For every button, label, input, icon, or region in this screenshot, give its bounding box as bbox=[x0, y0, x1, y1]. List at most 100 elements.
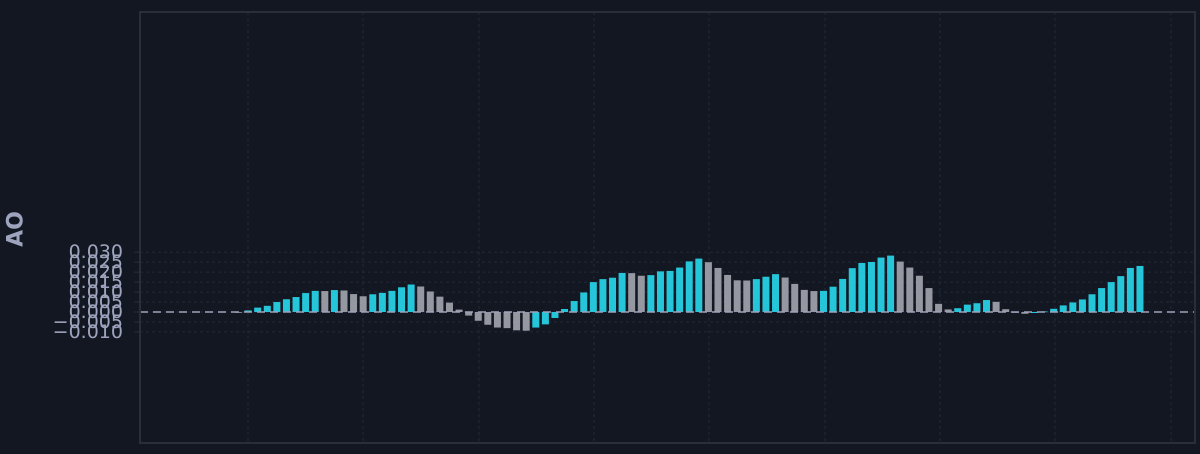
y-tick-label: 0.010 bbox=[69, 281, 123, 303]
histogram-bar bbox=[896, 261, 904, 312]
histogram-bar bbox=[599, 279, 607, 312]
y-tick-label: 0.005 bbox=[69, 291, 123, 313]
histogram-bar bbox=[724, 274, 732, 312]
y-axis-label: AO bbox=[4, 211, 29, 247]
histogram-bar bbox=[513, 312, 521, 331]
histogram-bar bbox=[676, 267, 684, 312]
histogram-bar bbox=[915, 275, 923, 312]
histogram-bar bbox=[963, 304, 971, 312]
plot-frame bbox=[139, 11, 1196, 444]
histogram-bar bbox=[666, 270, 674, 312]
histogram-bar bbox=[906, 267, 914, 312]
histogram-bar bbox=[359, 296, 367, 312]
histogram-bar bbox=[935, 303, 943, 312]
y-tick-label: −0.010 bbox=[53, 321, 123, 343]
histogram-bar bbox=[484, 312, 492, 325]
histogram-bar bbox=[254, 307, 262, 312]
histogram-bar bbox=[829, 286, 837, 312]
histogram-bar bbox=[887, 255, 895, 312]
histogram-bar bbox=[1088, 294, 1096, 312]
histogram-bar bbox=[685, 261, 693, 312]
histogram-bar bbox=[273, 302, 281, 312]
histogram-bar bbox=[541, 312, 549, 325]
histogram-bar bbox=[810, 291, 818, 312]
histogram-bar bbox=[1098, 288, 1106, 312]
histogram-bar bbox=[1059, 305, 1067, 312]
histogram-bar bbox=[647, 275, 655, 312]
histogram-bar bbox=[695, 258, 703, 312]
histogram-bar bbox=[570, 301, 578, 312]
histogram-bar bbox=[1069, 302, 1077, 312]
y-axis-ticks: 0.0300.0250.0200.0150.0100.0050.000−0.00… bbox=[53, 241, 140, 343]
histogram-bar bbox=[311, 290, 319, 312]
histogram-bar bbox=[656, 271, 664, 312]
histogram-bar bbox=[426, 291, 434, 312]
histogram-bar bbox=[417, 286, 425, 312]
histogram-bar bbox=[877, 257, 885, 312]
histogram-bar bbox=[302, 293, 310, 312]
histogram-bar bbox=[378, 292, 386, 312]
histogram-bar bbox=[580, 292, 588, 312]
histogram-bar bbox=[292, 297, 300, 312]
histogram-bars bbox=[235, 255, 1144, 331]
histogram-bar bbox=[714, 267, 722, 312]
histogram-bar bbox=[1078, 299, 1086, 312]
histogram-bar bbox=[244, 310, 252, 312]
histogram-bar bbox=[791, 283, 799, 312]
histogram-bar bbox=[839, 278, 847, 312]
histogram-bar bbox=[522, 312, 530, 331]
histogram-bar bbox=[733, 280, 741, 312]
histogram-bar bbox=[762, 276, 770, 312]
histogram-bar bbox=[848, 268, 856, 312]
histogram-bar bbox=[589, 282, 597, 312]
histogram-bar bbox=[800, 289, 808, 312]
histogram-bar bbox=[992, 301, 1000, 312]
histogram-bar bbox=[704, 262, 712, 312]
histogram-bar bbox=[398, 287, 406, 312]
histogram-bar bbox=[263, 305, 271, 312]
histogram-bar bbox=[983, 300, 991, 312]
histogram-bar bbox=[867, 261, 875, 312]
histogram-bar bbox=[1002, 309, 1010, 312]
histogram-bar bbox=[407, 284, 415, 312]
histogram-bar bbox=[321, 291, 329, 312]
histogram-bar bbox=[973, 303, 981, 312]
histogram-bar bbox=[772, 274, 780, 312]
y-tick-label: 0.025 bbox=[69, 251, 123, 273]
histogram-bar bbox=[340, 290, 348, 312]
histogram-bar bbox=[609, 277, 617, 312]
histogram-bar bbox=[781, 277, 789, 312]
y-tick-label: 0.000 bbox=[69, 301, 123, 323]
histogram-bar bbox=[503, 312, 511, 329]
histogram-bar bbox=[858, 262, 866, 312]
histogram-bar bbox=[819, 290, 827, 312]
histogram-bar bbox=[743, 280, 751, 312]
y-tick-label: 0.030 bbox=[69, 241, 123, 263]
histogram-bar bbox=[1126, 267, 1134, 312]
histogram-bar bbox=[493, 312, 501, 328]
histogram-bar bbox=[1021, 312, 1029, 314]
grid-lines bbox=[140, 12, 1195, 443]
histogram-bar bbox=[1117, 276, 1125, 312]
histogram-bar bbox=[282, 299, 290, 312]
histogram-bar bbox=[532, 312, 540, 328]
y-tick-label: 0.015 bbox=[69, 271, 123, 293]
histogram-bar bbox=[1050, 308, 1058, 312]
histogram-bar bbox=[369, 294, 377, 312]
histogram-bar bbox=[551, 312, 559, 318]
histogram-bar bbox=[474, 312, 482, 321]
histogram-bar bbox=[388, 290, 396, 312]
histogram-bar bbox=[944, 309, 952, 312]
histogram-bar bbox=[350, 294, 358, 312]
histogram-bar bbox=[1030, 312, 1038, 313]
histogram-bar bbox=[628, 273, 636, 312]
histogram-bar bbox=[954, 308, 962, 312]
histogram-bar bbox=[445, 302, 453, 312]
histogram-bar bbox=[455, 309, 463, 312]
histogram-bar bbox=[925, 288, 933, 312]
histogram-bar bbox=[436, 296, 444, 312]
y-tick-label: −0.005 bbox=[53, 311, 123, 333]
histogram-bar bbox=[1136, 265, 1144, 312]
